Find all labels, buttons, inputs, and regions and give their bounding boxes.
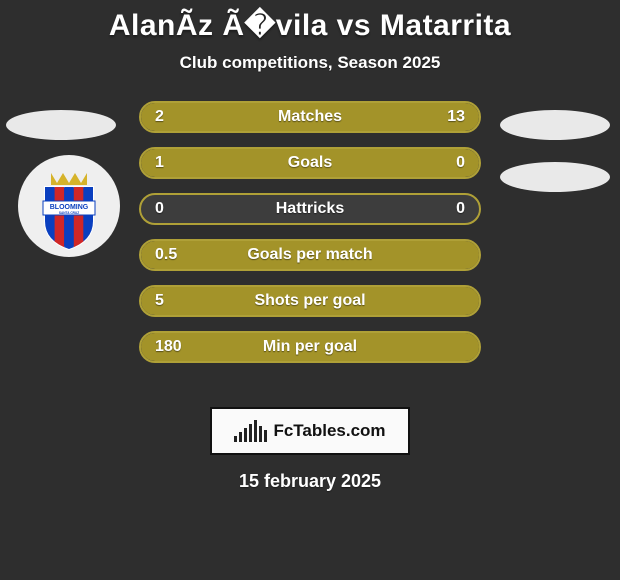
stat-row: 10Goals <box>139 147 481 179</box>
stat-label: Hattricks <box>141 200 479 218</box>
logo-bar <box>254 420 257 442</box>
svg-text:SANTA CRUZ: SANTA CRUZ <box>59 211 79 215</box>
logo-bar <box>264 430 267 442</box>
logo-bar <box>259 426 262 442</box>
svg-text:BLOOMING: BLOOMING <box>50 204 89 211</box>
logo-bar <box>234 436 237 442</box>
stat-label: Matches <box>141 108 479 126</box>
player-right-ellipse-2 <box>500 162 610 192</box>
stat-label: Goals per match <box>141 246 479 264</box>
player-right-ellipse-1 <box>500 110 610 140</box>
date-text: 15 february 2025 <box>0 471 620 492</box>
logo-bars-icon <box>234 420 267 442</box>
page-title: AlanÃ­z Ã�vila vs Matarrita <box>0 8 620 43</box>
stat-row: 5Shots per goal <box>139 285 481 317</box>
stat-label: Goals <box>141 154 479 172</box>
logo-bar <box>244 428 247 442</box>
stat-row: 180Min per goal <box>139 331 481 363</box>
stats-list: 213Matches 10Goals 00Hattricks 0.5Goals per… <box>139 101 481 377</box>
stat-row: 00Hattricks <box>139 193 481 225</box>
logo-text: FcTables.com <box>273 421 385 441</box>
player-left-ellipse <box>6 110 116 140</box>
main-content: AlanÃ­z Ã�vila vs Matarrita Club competi… <box>0 0 620 580</box>
shield-icon: BLOOMING SANTA CRUZ <box>39 171 99 241</box>
comparison-arena: BLOOMING SANTA CRUZ 213Matches 10Goals 00H… <box>0 95 620 395</box>
stat-row: 213Matches <box>139 101 481 133</box>
logo-bar <box>249 424 252 442</box>
logo-bar <box>239 432 242 442</box>
stat-label: Shots per goal <box>141 292 479 310</box>
club-crest: BLOOMING SANTA CRUZ <box>18 155 120 257</box>
fctables-logo: FcTables.com <box>210 407 410 455</box>
stat-row: 0.5Goals per match <box>139 239 481 271</box>
subtitle: Club competitions, Season 2025 <box>0 53 620 73</box>
stat-label: Min per goal <box>141 338 479 356</box>
